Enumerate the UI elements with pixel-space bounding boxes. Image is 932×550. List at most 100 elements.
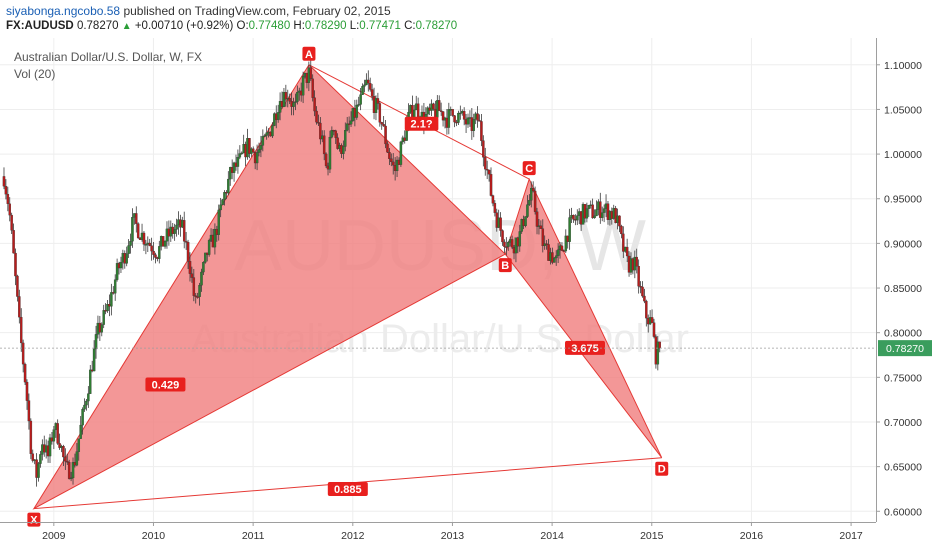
candle-up: [447, 109, 451, 128]
candle-down: [491, 195, 495, 204]
last-price: 0.78270: [76, 20, 119, 32]
candle-down: [501, 230, 504, 243]
candle-up: [457, 112, 460, 123]
candle-up: [131, 217, 134, 242]
ratio-label: 0.429: [152, 379, 180, 391]
point-label-b: B: [501, 260, 509, 272]
candle-up: [92, 348, 96, 372]
candle-up: [357, 104, 360, 106]
y-tick-label: 0.85000: [884, 283, 922, 295]
last-price-value: 0.78270: [886, 343, 924, 355]
candle-up: [556, 249, 560, 256]
candle-up: [227, 178, 230, 194]
candle-down: [248, 138, 251, 154]
open-label: O:: [236, 20, 249, 32]
candle-down: [505, 246, 508, 248]
candle-down: [499, 217, 502, 231]
price-chart[interactable]: AUDUSD, W Australian Dollar/U.S. Dollar …: [0, 38, 932, 550]
candle-down: [645, 300, 648, 319]
candle-up: [399, 141, 403, 165]
candle-down: [148, 242, 151, 246]
candle-down: [322, 135, 326, 155]
candle-up: [361, 86, 364, 95]
candle-down: [27, 400, 31, 422]
harmonic-pattern[interactable]: [32, 63, 663, 510]
candle-down: [142, 232, 146, 245]
candle-up: [257, 149, 261, 153]
candle-down: [315, 110, 318, 123]
publish-info: siyabonga.ngcobo.58 published on Trading…: [6, 4, 391, 18]
candle-up: [263, 135, 267, 137]
candle-up: [554, 255, 558, 259]
candle-down: [4, 186, 8, 195]
candle-down: [535, 211, 539, 227]
y-tick-label: 0.90000: [884, 238, 922, 250]
candle-up: [228, 167, 232, 180]
candle-down: [388, 152, 391, 159]
candle-down: [336, 137, 339, 149]
candle-down: [367, 79, 370, 84]
x-tick-label: 2011: [242, 530, 265, 542]
point-label-a-box: [302, 46, 316, 61]
candle-up: [219, 204, 222, 211]
candle-up: [294, 101, 297, 103]
candle-up: [144, 244, 148, 246]
candle-up: [115, 263, 119, 280]
candle-down: [23, 363, 27, 383]
candle-down: [334, 130, 337, 138]
ratio-label-box: [145, 377, 186, 392]
candle-down: [154, 254, 157, 258]
candle-down: [10, 214, 13, 231]
candle-up: [261, 136, 265, 146]
candle-up: [330, 130, 334, 138]
published-text: published on TradingView.com, February 0…: [123, 4, 391, 18]
candle-up: [296, 92, 299, 102]
candle-up: [395, 159, 399, 172]
candle-down: [560, 245, 564, 251]
candle-up: [221, 199, 224, 206]
candle-up: [374, 98, 378, 114]
candle-up: [100, 324, 104, 333]
candle-up: [255, 152, 259, 164]
candle-down: [284, 92, 288, 100]
candle-down: [622, 233, 625, 252]
candle-up: [271, 125, 274, 137]
symbol[interactable]: FX:AUDUSD: [6, 20, 74, 32]
high-value: 0.78290: [304, 20, 347, 32]
ohlc-line: FX:AUDUSD 0.78270 ▲ +0.00710 (+0.92%) O:…: [6, 20, 457, 32]
author-link[interactable]: siyabonga.ngcobo.58: [6, 4, 121, 18]
candle-down: [62, 446, 65, 458]
point-label-c-box: [522, 161, 536, 176]
legend-volume: Vol (20): [14, 67, 55, 81]
candle-up: [342, 146, 345, 154]
candle-up: [129, 241, 132, 246]
close-value: 0.78270: [415, 20, 458, 32]
candle-down: [432, 103, 435, 110]
x-tick-label: 2009: [42, 530, 66, 542]
ratio-label-box: [404, 116, 439, 131]
x-tick-label: 2013: [441, 530, 465, 542]
candle-down: [441, 111, 445, 121]
candle-up: [163, 241, 167, 247]
candle-down: [652, 322, 656, 337]
candle-down: [382, 124, 385, 127]
candle-down: [478, 120, 481, 122]
candle-up: [359, 94, 362, 105]
candle-down: [545, 243, 548, 245]
candle-down: [190, 273, 194, 278]
candle-down: [572, 214, 575, 220]
candle-up: [89, 369, 92, 394]
candle-down: [453, 115, 456, 123]
candle-up: [426, 107, 429, 115]
candle-up: [292, 102, 295, 107]
candle-up: [75, 451, 79, 466]
x-tick-label: 2014: [540, 530, 564, 542]
candle-down: [489, 174, 493, 196]
candle-down: [380, 122, 383, 125]
candle-up: [94, 334, 98, 350]
candle-up: [363, 84, 366, 87]
candle-down: [324, 153, 328, 167]
y-tick-label: 1.10000: [884, 60, 922, 72]
candle-up: [564, 235, 568, 252]
candle-up: [113, 279, 117, 294]
